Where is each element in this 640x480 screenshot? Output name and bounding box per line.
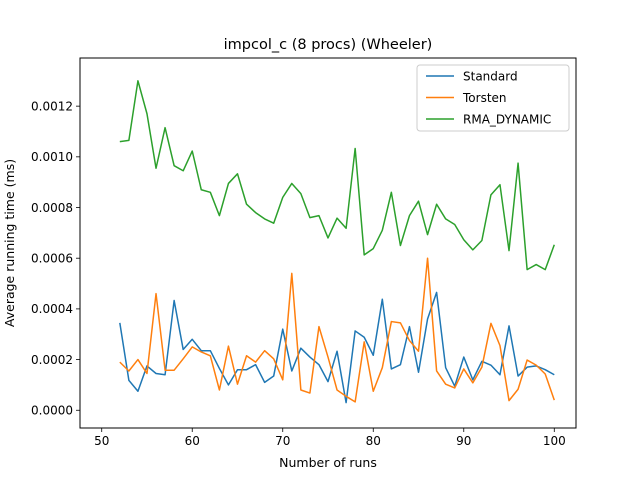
x-tick-label: 80 <box>366 434 381 448</box>
y-tick-label: 0.0010 <box>31 150 73 164</box>
x-tick-label: 70 <box>275 434 290 448</box>
x-tick-label: 60 <box>185 434 200 448</box>
y-tick-label: 0.0006 <box>31 252 73 266</box>
series-line-standard <box>119 291 555 404</box>
y-axis-label: Average running time (ms) <box>2 159 17 327</box>
y-axis: 0.0000 0.0002 0.0004 0.0006 0.0008 0.0010 0.00… <box>31 99 80 418</box>
series-line-torsten <box>119 257 555 403</box>
plot-series <box>119 80 555 404</box>
chart-title: impcol_c (8 procs) (Wheeler) <box>224 37 433 53</box>
legend-label: Standard <box>463 70 518 84</box>
x-axis-label: Number of runs <box>279 455 377 470</box>
x-tick-label: 50 <box>94 434 109 448</box>
series-line-rma-dynamic <box>119 80 555 271</box>
y-tick-label: 0.0008 <box>31 201 73 215</box>
x-axis: 50 60 70 80 90 100 <box>94 428 566 448</box>
plot-frame <box>79 57 577 429</box>
x-tick-label: 100 <box>543 434 566 448</box>
legend: Standard Torsten RMA_DYNAMIC <box>416 64 570 132</box>
legend-label: Torsten <box>462 91 507 105</box>
y-tick-label: 0.0012 <box>31 99 73 113</box>
y-tick-label: 0.0002 <box>31 353 73 367</box>
x-tick-label: 90 <box>456 434 471 448</box>
y-tick-label: 0.0000 <box>31 404 73 418</box>
legend-label: RMA_DYNAMIC <box>463 113 551 127</box>
legend-box <box>416 64 570 132</box>
y-tick-label: 0.0004 <box>31 302 73 316</box>
